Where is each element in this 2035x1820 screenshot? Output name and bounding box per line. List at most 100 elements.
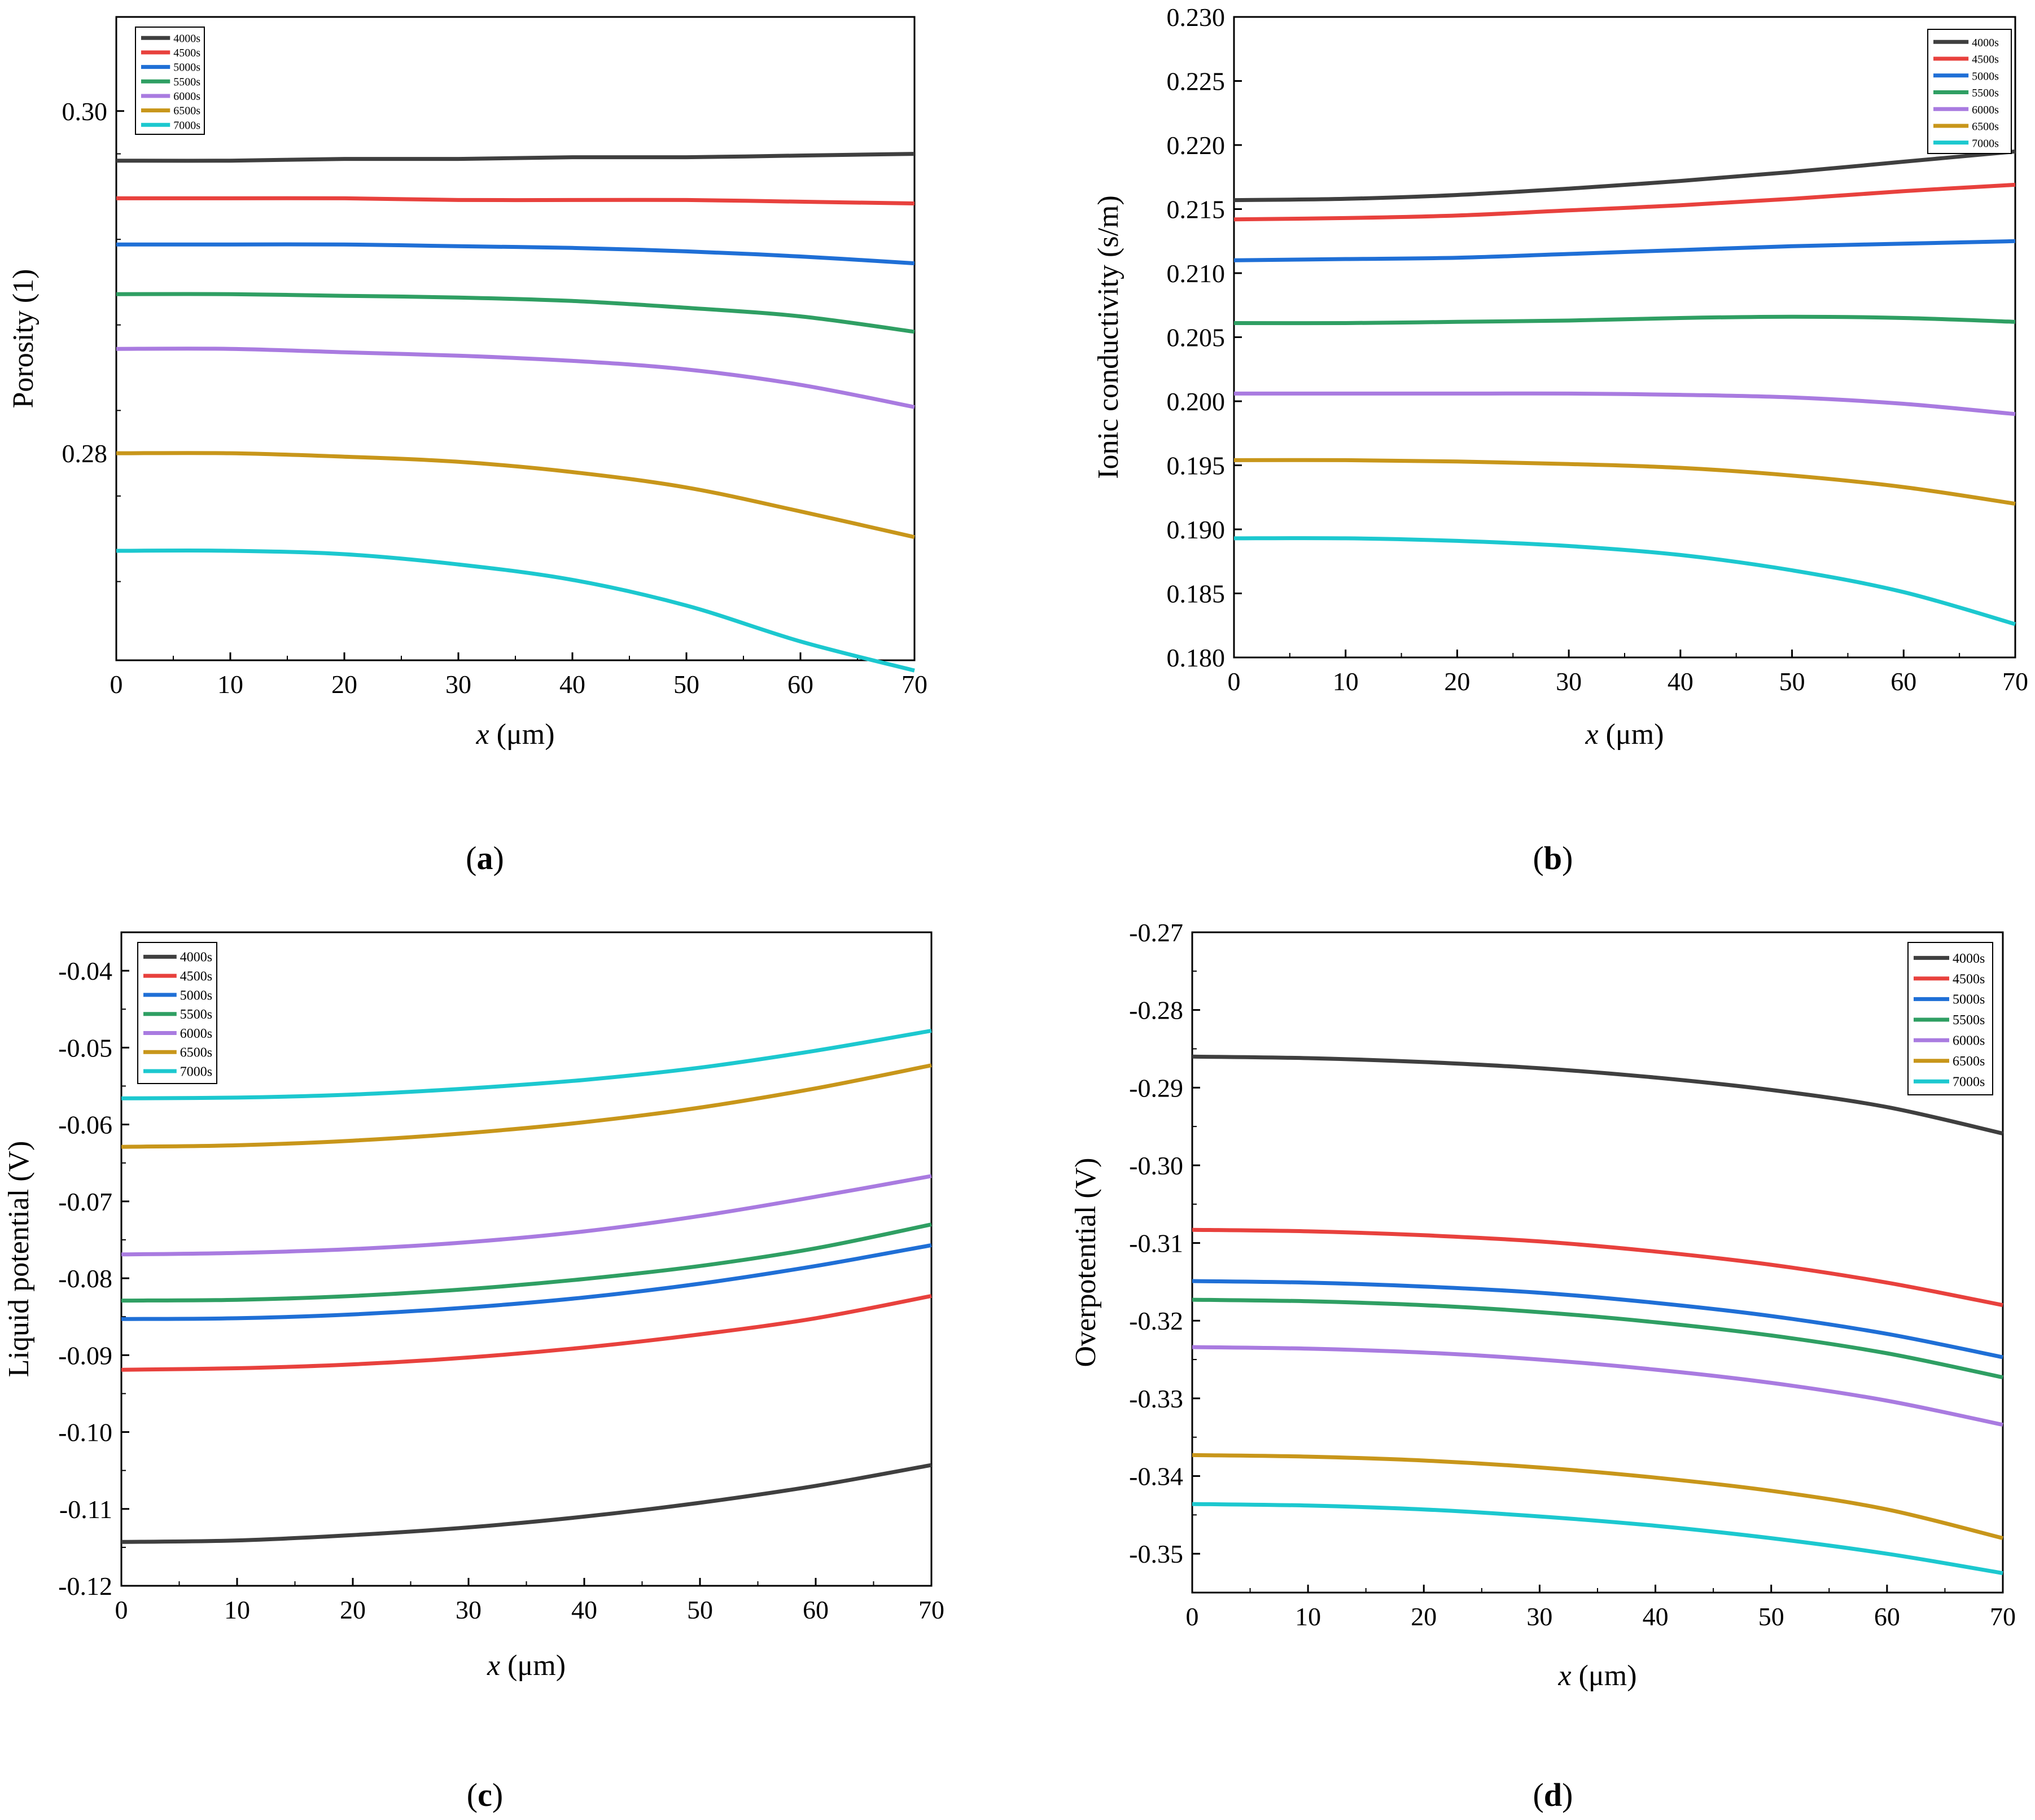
legend-label-7000s: 7000s	[180, 1064, 212, 1079]
series-line-5000s	[116, 242, 915, 266]
y-tick-label: -0.04	[58, 957, 112, 985]
y-tick-label: 0.28	[62, 439, 108, 468]
x-tick-label: 70	[1990, 1602, 2016, 1631]
x-tick-label: 30	[445, 670, 471, 699]
y-tick-label: -0.27	[1129, 918, 1183, 947]
y-tick-label: -0.30	[1129, 1151, 1183, 1180]
legend-label-6500s: 6500s	[180, 1046, 212, 1060]
y-tick-label: 0.195	[1167, 451, 1226, 480]
panel-d: 0 10 20 30 40 50 60 70 -0.35 -0.34 -0.33 -0.32 -0.31…	[1070, 918, 2016, 1813]
series-line-5000s	[1233, 239, 2016, 262]
legend-label-6000s: 6000s	[1953, 1034, 1985, 1049]
series-line-4500s	[116, 196, 915, 205]
plot-frame	[1191, 931, 2004, 1594]
y-tick-label: -0.33	[1129, 1384, 1183, 1413]
legend-label-5500s: 5500s	[180, 1007, 212, 1022]
y-tick-label: 0.185	[1167, 580, 1226, 608]
panel-a: 0 10 20 30 40 50 60 70 0.28 0.30 4000s 4500s 5000s 55…	[7, 16, 927, 876]
legend: 4000s 4500s 5000s 5500s 6000s 6500s 7000s	[137, 942, 217, 1084]
x-tick-label: 60	[803, 1595, 829, 1624]
legend-label-5000s: 5000s	[180, 988, 212, 1003]
legend-label-5500s: 5500s	[173, 76, 200, 88]
y-tick-label: 0.30	[62, 97, 108, 126]
y-tick-label: -0.29	[1129, 1073, 1183, 1102]
series-line-4000s	[1192, 1054, 2003, 1135]
legend-label-4500s: 4500s	[1972, 54, 1999, 66]
series-line-4000s	[116, 152, 915, 163]
legend-label-7000s: 7000s	[173, 119, 200, 131]
legend-label-5000s: 5000s	[1953, 993, 1985, 1007]
legend: 4000s 4500s 5000s 5500s 6000s 6500s 7000s	[1907, 942, 1993, 1095]
legend-label-5500s: 5500s	[1953, 1013, 1985, 1028]
y-tick-label: -0.12	[58, 1572, 112, 1600]
x-axis-label: x (μm)	[487, 1650, 566, 1682]
x-axis-label: x (μm)	[475, 718, 554, 751]
x-tick-label: 20	[340, 1595, 366, 1624]
x-tick-label: 10	[1295, 1602, 1321, 1631]
x-tick-label: 20	[1444, 667, 1470, 696]
x-tick-label: 0	[1186, 1602, 1199, 1631]
y-tick-label: -0.34	[1129, 1462, 1183, 1491]
y-tick-label: -0.31	[1129, 1229, 1183, 1258]
x-tick-label: 70	[2002, 667, 2028, 696]
x-tick-label: 20	[1411, 1602, 1437, 1631]
y-tick-label: 0.230	[1167, 3, 1226, 32]
x-tick-label: 40	[1643, 1602, 1669, 1631]
series-line-6500s	[1233, 458, 2016, 506]
legend-label-6000s: 6000s	[180, 1027, 212, 1041]
y-tick-label: -0.06	[58, 1111, 112, 1139]
legend-label-6500s: 6500s	[1972, 121, 1999, 133]
series-line-6500s	[121, 1063, 932, 1149]
y-tick-label: 0.210	[1167, 259, 1226, 288]
series-line-5000s	[121, 1243, 932, 1321]
legend-label-6500s: 6500s	[173, 105, 200, 117]
y-tick-label: 0.215	[1167, 195, 1226, 224]
y-tick-label: 0.220	[1167, 131, 1226, 160]
x-tick-label: 0	[115, 1595, 128, 1624]
x-tick-label: 10	[224, 1595, 250, 1624]
x-tick-label: 60	[1874, 1602, 1900, 1631]
panel-b: 0 10 20 30 40 50 60 70 0.180 0.185 0.190 0.195 0.200…	[1092, 3, 2028, 876]
series-line-4500s	[1192, 1227, 2003, 1308]
x-tick-label: 70	[918, 1595, 944, 1624]
y-tick-label: -0.05	[58, 1033, 112, 1062]
legend-label-7000s: 7000s	[1972, 137, 1999, 150]
x-tick-label: 30	[1526, 1602, 1552, 1631]
series-line-5500s	[116, 292, 915, 334]
x-axis-label: x (μm)	[1557, 1660, 1636, 1692]
series-line-5500s	[1233, 314, 2016, 326]
panel-label: (c)	[467, 1777, 503, 1813]
series-line-4000s	[1233, 149, 2016, 203]
x-tick-label: 50	[1758, 1602, 1784, 1631]
plot-frame	[1233, 16, 2016, 659]
x-tick-label: 0	[1228, 667, 1241, 696]
legend-label-7000s: 7000s	[1953, 1075, 1985, 1090]
series-line-4000s	[121, 1463, 932, 1544]
y-tick-label: -0.32	[1129, 1306, 1183, 1335]
x-tick-label: 10	[1333, 667, 1359, 696]
series-line-6000s	[1192, 1345, 2003, 1427]
series-line-4500s	[121, 1293, 932, 1372]
y-tick-label: -0.10	[58, 1418, 112, 1447]
legend-label-5000s: 5000s	[1972, 70, 1999, 82]
x-tick-label: 60	[787, 670, 813, 699]
series-line-5500s	[121, 1222, 932, 1303]
legend-label-5500s: 5500s	[1972, 87, 1999, 99]
x-tick-label: 60	[1890, 667, 1916, 696]
y-tick-label: -0.09	[58, 1341, 112, 1370]
y-tick-label: -0.08	[58, 1264, 112, 1293]
x-tick-label: 20	[331, 670, 357, 699]
legend-label-4000s: 4000s	[173, 32, 200, 45]
plot-frame	[115, 16, 916, 661]
series-line-4500s	[1233, 182, 2016, 222]
legend-label-6000s: 6000s	[1972, 104, 1999, 116]
y-tick-label: 0.200	[1167, 387, 1226, 416]
x-tick-label: 30	[456, 1595, 482, 1624]
legend-label-6000s: 6000s	[173, 90, 200, 103]
x-tick-label: 50	[687, 1595, 713, 1624]
y-tick-label: 0.190	[1167, 515, 1226, 544]
legend-label-4500s: 4500s	[180, 970, 212, 984]
x-tick-label: 50	[673, 670, 699, 699]
legend-label-4000s: 4000s	[180, 950, 212, 965]
